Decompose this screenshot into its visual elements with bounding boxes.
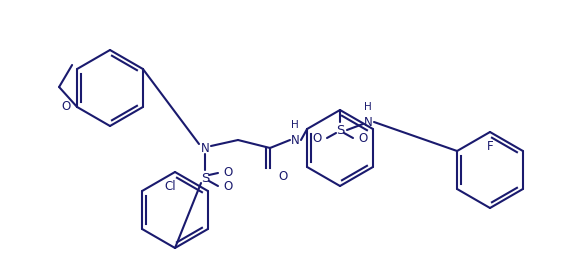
Text: N: N — [290, 134, 300, 147]
Text: S: S — [336, 123, 344, 137]
Text: O: O — [223, 180, 232, 193]
Text: H: H — [291, 120, 299, 130]
Text: F: F — [486, 140, 493, 153]
Text: O: O — [278, 170, 288, 183]
Text: N: N — [201, 141, 209, 154]
Text: O: O — [62, 100, 71, 113]
Text: O: O — [313, 131, 322, 144]
Text: N: N — [363, 116, 373, 128]
Text: O: O — [223, 166, 232, 180]
Text: H: H — [364, 102, 372, 112]
Text: O: O — [358, 131, 367, 144]
Text: S: S — [201, 172, 209, 184]
Text: Cl: Cl — [164, 180, 176, 193]
